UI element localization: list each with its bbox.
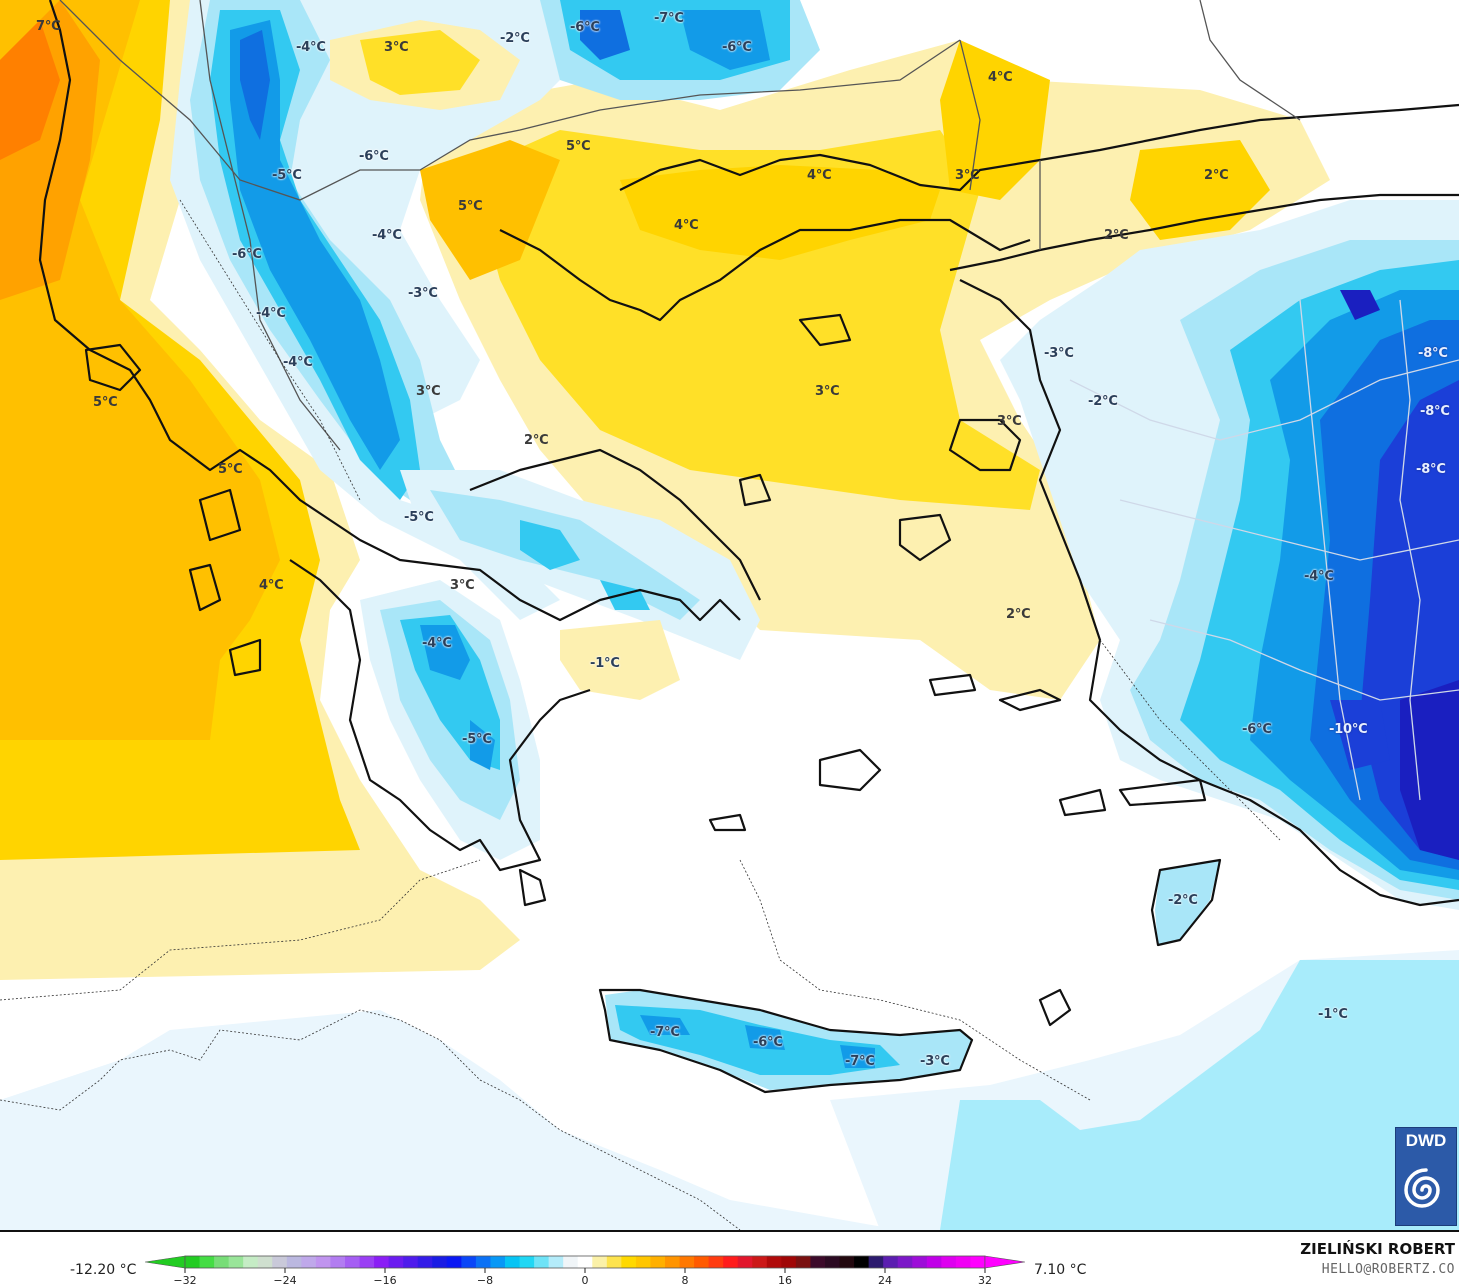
temperature-label: -6°C xyxy=(232,247,262,262)
dwd-logo-text: DWD xyxy=(1405,1131,1447,1150)
temperature-label: 3°C xyxy=(955,168,980,183)
temperature-label: -8°C xyxy=(1416,462,1446,477)
temperature-label: 3°C xyxy=(450,578,475,593)
swirl-icon xyxy=(1404,1168,1440,1208)
colorbar-tick-label: −32 xyxy=(173,1274,197,1287)
colorbar-tick-label: −16 xyxy=(373,1274,397,1287)
author-email: HELLO@ROBERTZ.CO xyxy=(1321,1262,1455,1277)
temperature-label: 2°C xyxy=(1204,168,1229,183)
colorbar-tick-label: 8 xyxy=(681,1274,689,1287)
temperature-label: -6°C xyxy=(1242,722,1272,737)
temperature-label: -10°C xyxy=(1329,722,1368,737)
temperature-label: 4°C xyxy=(807,168,832,183)
temperature-label: -7°C xyxy=(650,1025,680,1040)
colorbar-tick-label: 32 xyxy=(978,1274,992,1287)
temperature-label: -8°C xyxy=(1418,346,1448,361)
temperature-label: -4°C xyxy=(256,306,286,321)
temperature-label: -3°C xyxy=(408,286,438,301)
temperature-label: 5°C xyxy=(93,395,118,410)
colorbar-tick-label: −8 xyxy=(476,1274,494,1287)
legend-max-value: 7.10 °C xyxy=(1034,1262,1087,1278)
temperature-label: -6°C xyxy=(722,40,752,55)
temperature-label: -4°C xyxy=(422,636,452,651)
temperature-label: -7°C xyxy=(654,11,684,26)
temperature-label: -4°C xyxy=(283,355,313,370)
temperature-label: 2°C xyxy=(1006,607,1031,622)
temperature-label: -7°C xyxy=(845,1054,875,1069)
temperature-label: 5°C xyxy=(218,462,243,477)
temperature-label: -6°C xyxy=(570,20,600,35)
colorbar-tick-label: 0 xyxy=(581,1274,589,1287)
temperature-label: 4°C xyxy=(988,70,1013,85)
temperature-label: 5°C xyxy=(566,139,591,154)
temperature-label: 2°C xyxy=(1104,228,1129,243)
temperature-label: 3°C xyxy=(997,414,1022,429)
colorbar-tick-label: −24 xyxy=(273,1274,297,1287)
temperature-label: 4°C xyxy=(674,218,699,233)
temperature-label: 2°C xyxy=(524,433,549,448)
temperature-label: -1°C xyxy=(590,656,620,671)
colorbar xyxy=(145,1255,1025,1273)
temperature-label: 7°C xyxy=(36,19,61,34)
map-base-layer xyxy=(0,0,1459,1230)
temperature-label: -3°C xyxy=(920,1054,950,1069)
temperature-label: -8°C xyxy=(1420,404,1450,419)
legend-min-value: -12.20 °C xyxy=(70,1262,137,1278)
color-legend: -12.20 °C −32 −24 −16 −8 0 8 16 24 32 7.10 °C ZI… xyxy=(0,1232,1459,1287)
temperature-label: -4°C xyxy=(296,40,326,55)
temperature-map: 7°C -4°C 3°C -2°C -6°C -7°C -6°C 4°C 5°C -6°C -5°C… xyxy=(0,0,1459,1232)
temperature-label: 3°C xyxy=(384,40,409,55)
temperature-label: -5°C xyxy=(404,510,434,525)
temperature-label: -5°C xyxy=(272,168,302,183)
temperature-label: -4°C xyxy=(372,228,402,243)
temperature-label: -2°C xyxy=(1088,394,1118,409)
temperature-label: -2°C xyxy=(500,31,530,46)
temperature-label: -4°C xyxy=(1304,569,1334,584)
colorbar-tick-label: 16 xyxy=(778,1274,792,1287)
temperature-label: 4°C xyxy=(259,578,284,593)
temperature-label: -1°C xyxy=(1318,1007,1348,1022)
temperature-label: -2°C xyxy=(1168,893,1198,908)
temperature-label: 3°C xyxy=(416,384,441,399)
author-credit: ZIELIŃSKI ROBERT xyxy=(1300,1240,1455,1258)
temperature-label: -5°C xyxy=(462,732,492,747)
colorbar-tick-label: 24 xyxy=(878,1274,892,1287)
temperature-label: -6°C xyxy=(753,1035,783,1050)
temperature-label: -3°C xyxy=(1044,346,1074,361)
temperature-label: -6°C xyxy=(359,149,389,164)
temperature-label: 5°C xyxy=(458,199,483,214)
temperature-label: 3°C xyxy=(815,384,840,399)
dwd-logo: DWD xyxy=(1395,1127,1457,1226)
